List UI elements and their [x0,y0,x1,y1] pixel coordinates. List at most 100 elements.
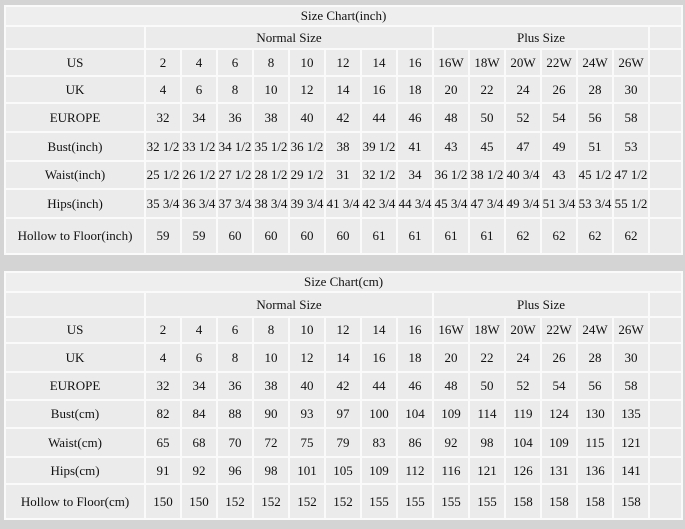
size-cell: 68 [180,427,218,458]
size-cell: 105 [324,456,362,485]
size-cell: 10 [252,342,290,373]
size-cell: 61 [396,217,434,255]
size-cell: 54 [540,102,578,133]
size-cell: 2 [144,316,182,344]
size-cell: 158 [576,483,614,520]
size-cell: 93 [288,399,326,429]
size-cell: 16 [360,342,398,373]
size-cell: 8 [252,316,290,344]
table-row: UK 4 6 8 10 12 14 16 18 20 22 24 26 28 30 [4,75,684,104]
table-row: Bust(cm) 82 84 88 90 93 97 100 104 109 114 119 124 13… [4,399,684,429]
size-cell: 32 1/2 [360,160,398,190]
size-cell: 16 [396,48,434,77]
normal-size-header: Normal Size [144,25,434,50]
size-cell: 119 [504,399,542,429]
size-cell: 72 [252,427,290,458]
size-cell: 55 1/2 [612,188,650,219]
size-cell: 22 [468,342,506,373]
size-cell: 45 1/2 [576,160,614,190]
size-cell: 152 [324,483,362,520]
size-cell: 22W [540,316,578,344]
table-row: EUROPE 32 34 36 38 40 42 44 46 48 50 52 54 56 58 [4,102,684,133]
size-cell: 47 1/2 [612,160,650,190]
size-cell: 158 [612,483,650,520]
size-cell: 36 [216,102,254,133]
size-cell: 150 [180,483,218,520]
size-cell: 34 [180,102,218,133]
size-cell: 16W [432,316,470,344]
size-cell: 48 [432,371,470,401]
size-cell: 44 [360,102,398,133]
row-label: UK [4,75,146,104]
size-cell: 38 [324,131,362,162]
size-cell: 158 [540,483,578,520]
size-cell: 62 [576,217,614,255]
size-cell: 8 [216,342,254,373]
size-cell: 90 [252,399,290,429]
size-cell: 92 [180,456,218,485]
row-label: EUROPE [4,371,146,401]
size-cell: 8 [216,75,254,104]
size-cell: 104 [396,399,434,429]
size-cell: 10 [288,48,326,77]
size-cell: 38 3/4 [252,188,290,219]
size-cell: 32 [144,371,182,401]
size-cell: 101 [288,456,326,485]
row-label: Bust(inch) [4,131,146,162]
size-cell: 121 [612,427,650,458]
size-cell: 33 1/2 [180,131,218,162]
size-cell: 30 [612,75,650,104]
size-cell: 98 [468,427,506,458]
size-cell: 18 [396,75,434,104]
size-cell: 116 [432,456,470,485]
size-cell: 52 [504,371,542,401]
size-cell: 155 [432,483,470,520]
size-cell: 152 [252,483,290,520]
size-cell: 36 [216,371,254,401]
table-row: Hollow to Floor(inch) 59 59 60 60 60 60 61 61 61 6… [4,217,684,255]
size-cell: 20W [504,48,542,77]
size-cell: 36 1/2 [432,160,470,190]
size-cell: 158 [504,483,542,520]
size-cell: 56 [576,102,614,133]
size-cell: 130 [576,399,614,429]
size-cell: 84 [180,399,218,429]
row-label: Bust(cm) [4,399,146,429]
size-cell: 62 [504,217,542,255]
size-cell: 60 [216,217,254,255]
size-cell: 34 1/2 [216,131,254,162]
header-blank [4,25,146,50]
size-cell: 18 [396,342,434,373]
row-label: UK [4,342,146,373]
size-cell: 62 [540,217,578,255]
row-label: Hollow to Floor(inch) [4,217,146,255]
size-cell: 58 [612,102,650,133]
size-chart-cm: Size Chart(cm) Normal Size Plus Size US 2 4 6 8… [3,271,684,520]
size-cell: 40 3/4 [504,160,542,190]
size-cell: 37 3/4 [216,188,254,219]
header-blank [4,291,146,318]
size-cell: 45 [468,131,506,162]
size-cell: 28 [576,75,614,104]
size-cell: 14 [324,342,362,373]
size-cell: 131 [540,456,578,485]
size-cell: 26 1/2 [180,160,218,190]
plus-size-header: Plus Size [432,25,650,50]
size-cell: 12 [324,48,362,77]
size-cell: 31 [324,160,362,190]
size-cell: 12 [288,342,326,373]
size-cell: 150 [144,483,182,520]
size-cell: 28 1/2 [252,160,290,190]
size-cell: 18W [468,48,506,77]
table-row: Hips(inch) 35 3/4 36 3/4 37 3/4 38 3/4 39 3/4… [4,188,684,219]
size-cell: 24 [504,342,542,373]
table-row: EUROPE 32 34 36 38 40 42 44 46 48 50 52 54 56 58 [4,371,684,401]
plus-size-header: Plus Size [432,291,650,318]
size-cell: 104 [504,427,542,458]
size-cell: 4 [144,75,182,104]
size-cell: 26 [540,75,578,104]
size-cell: 100 [360,399,398,429]
table-title: Size Chart(cm) [3,271,684,293]
size-cell: 2 [144,48,182,77]
size-cell: 25 1/2 [144,160,182,190]
